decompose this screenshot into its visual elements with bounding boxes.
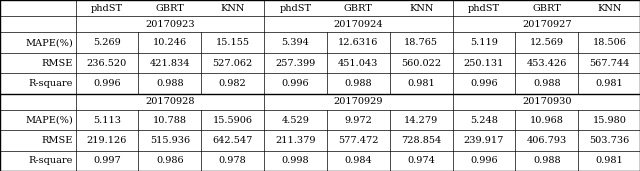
- Text: 421.834: 421.834: [150, 58, 190, 68]
- Text: 250.131: 250.131: [464, 58, 504, 68]
- Text: 642.547: 642.547: [212, 136, 253, 145]
- Text: 15.5906: 15.5906: [212, 116, 253, 124]
- Text: GBRT: GBRT: [344, 4, 372, 13]
- Text: KNN: KNN: [409, 4, 433, 13]
- Text: 527.062: 527.062: [212, 58, 253, 68]
- Text: phdST: phdST: [280, 4, 312, 13]
- Text: 567.744: 567.744: [589, 58, 630, 68]
- Text: 0.996: 0.996: [470, 156, 498, 165]
- Text: 0.996: 0.996: [282, 79, 309, 88]
- Text: 0.988: 0.988: [344, 79, 372, 88]
- Text: 20170927: 20170927: [522, 20, 572, 29]
- Text: KNN: KNN: [598, 4, 622, 13]
- Text: 0.982: 0.982: [219, 79, 246, 88]
- Text: 0.984: 0.984: [344, 156, 372, 165]
- Text: 10.788: 10.788: [153, 116, 187, 124]
- Text: MAPE(%): MAPE(%): [25, 38, 73, 47]
- Text: 0.988: 0.988: [533, 79, 561, 88]
- Text: 5.269: 5.269: [93, 38, 121, 47]
- Text: MAPE(%): MAPE(%): [25, 116, 73, 124]
- Text: R-square: R-square: [29, 156, 73, 165]
- Text: 0.996: 0.996: [93, 79, 121, 88]
- Text: phdST: phdST: [468, 4, 500, 13]
- Text: 20170924: 20170924: [333, 20, 383, 29]
- Text: 515.936: 515.936: [150, 136, 190, 145]
- Text: 0.986: 0.986: [156, 156, 184, 165]
- Text: 18.765: 18.765: [404, 38, 438, 47]
- Text: 5.113: 5.113: [93, 116, 121, 124]
- Text: 18.506: 18.506: [593, 38, 627, 47]
- Text: 0.996: 0.996: [470, 79, 498, 88]
- Text: 10.246: 10.246: [153, 38, 187, 47]
- Text: R-square: R-square: [29, 79, 73, 88]
- Text: 0.997: 0.997: [93, 156, 121, 165]
- Text: 10.968: 10.968: [530, 116, 564, 124]
- Text: 406.793: 406.793: [527, 136, 567, 145]
- Text: 20170923: 20170923: [145, 20, 195, 29]
- Text: GBRT: GBRT: [532, 4, 561, 13]
- Text: 20170929: 20170929: [333, 97, 383, 106]
- Text: 14.279: 14.279: [404, 116, 438, 124]
- Text: 257.399: 257.399: [275, 58, 316, 68]
- Text: 0.981: 0.981: [596, 156, 623, 165]
- Text: 0.978: 0.978: [219, 156, 246, 165]
- Text: 9.972: 9.972: [344, 116, 372, 124]
- Text: 211.379: 211.379: [275, 136, 316, 145]
- Text: RMSE: RMSE: [42, 58, 73, 68]
- Text: 0.988: 0.988: [156, 79, 184, 88]
- Text: 0.974: 0.974: [407, 156, 435, 165]
- Text: 451.043: 451.043: [338, 58, 378, 68]
- Text: 577.472: 577.472: [338, 136, 379, 145]
- Text: RMSE: RMSE: [42, 136, 73, 145]
- Text: 503.736: 503.736: [589, 136, 630, 145]
- Text: phdST: phdST: [91, 4, 123, 13]
- Text: 219.126: 219.126: [87, 136, 127, 145]
- Text: 728.854: 728.854: [401, 136, 442, 145]
- Text: 560.022: 560.022: [401, 58, 441, 68]
- Text: 0.981: 0.981: [596, 79, 623, 88]
- Text: 236.520: 236.520: [87, 58, 127, 68]
- Text: 0.981: 0.981: [407, 79, 435, 88]
- Text: 20170930: 20170930: [522, 97, 572, 106]
- Text: 12.569: 12.569: [530, 38, 564, 47]
- Text: 12.6316: 12.6316: [338, 38, 378, 47]
- Text: 5.394: 5.394: [282, 38, 309, 47]
- Text: 0.998: 0.998: [282, 156, 309, 165]
- Text: 15.155: 15.155: [216, 38, 250, 47]
- Text: KNN: KNN: [220, 4, 245, 13]
- Text: 239.917: 239.917: [464, 136, 504, 145]
- Text: 5.119: 5.119: [470, 38, 498, 47]
- Text: 15.980: 15.980: [593, 116, 627, 124]
- Text: 453.426: 453.426: [527, 58, 567, 68]
- Text: 5.248: 5.248: [470, 116, 498, 124]
- Text: GBRT: GBRT: [156, 4, 184, 13]
- Text: 20170928: 20170928: [145, 97, 195, 106]
- Text: 4.529: 4.529: [282, 116, 309, 124]
- Text: 0.988: 0.988: [533, 156, 561, 165]
